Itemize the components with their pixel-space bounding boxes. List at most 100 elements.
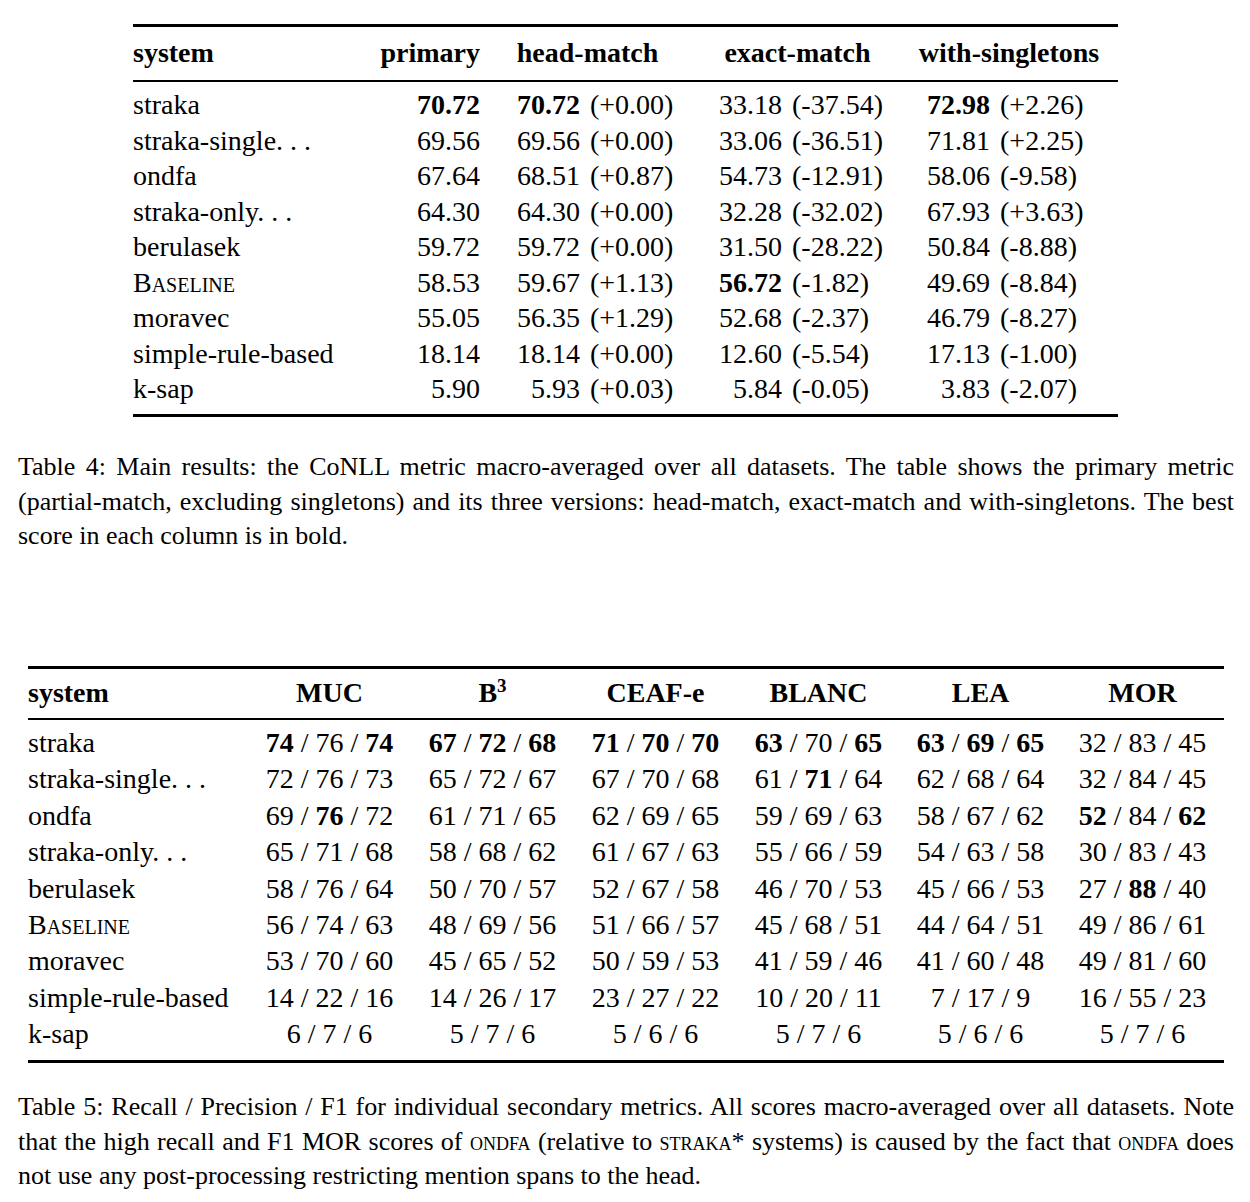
- header-row: system MUC B3 CEAF-e BLANC LEA MOR: [28, 668, 1224, 720]
- f1-value: 62: [528, 836, 556, 867]
- smallcaps-text: ondfa: [1118, 1127, 1179, 1156]
- slash-separator: /: [670, 763, 692, 794]
- slash-separator: /: [507, 763, 529, 794]
- recall-precision-f1-cell: 41 / 59 / 46: [737, 943, 900, 979]
- slash-separator: /: [945, 982, 967, 1013]
- primary-score: 64.30: [373, 194, 480, 230]
- recall-value: 71: [592, 727, 620, 758]
- recall-precision-f1-cell: 49 / 86 / 61: [1061, 907, 1224, 943]
- f1-value: 22: [691, 982, 719, 1013]
- precision-value: 69: [967, 727, 995, 758]
- header-row: system primary head-match exact-match wi…: [133, 26, 1118, 82]
- system-label: straka-only. . .: [28, 834, 248, 870]
- slash-separator: /: [337, 1018, 359, 1049]
- slash-separator: /: [620, 800, 642, 831]
- metric-score: 69.56: [480, 123, 580, 159]
- metric-score: 12.60: [695, 336, 782, 372]
- f1-value: 45: [1178, 727, 1206, 758]
- f1-value: 63: [365, 909, 393, 940]
- slash-separator: /: [1157, 982, 1179, 1013]
- slash-separator: /: [783, 945, 805, 976]
- recall-precision-f1-cell: 44 / 64 / 51: [900, 907, 1061, 943]
- recall-precision-f1-cell: 5 / 6 / 6: [900, 1016, 1061, 1061]
- col-header-system: system: [28, 668, 248, 720]
- precision-value: 66: [642, 909, 670, 940]
- table5-body: straka74 / 76 / 7467 / 72 / 6871 / 70 / …: [28, 719, 1224, 1061]
- system-label: straka: [133, 81, 373, 123]
- recall-precision-f1-cell: 5 / 7 / 6: [737, 1016, 900, 1061]
- metric-score: 33.06: [695, 123, 782, 159]
- table-row: straka-only. . .64.3064.30(+0.00)32.28(-…: [133, 194, 1118, 230]
- recall-value: 27: [1079, 873, 1107, 904]
- primary-score: 67.64: [373, 158, 480, 194]
- precision-value: 66: [805, 836, 833, 867]
- f1-value: 46: [854, 945, 882, 976]
- slash-separator: /: [995, 873, 1017, 904]
- f1-value: 23: [1178, 982, 1206, 1013]
- metric-score: 67.93: [900, 194, 990, 230]
- recall-value: 56: [266, 909, 294, 940]
- system-label: ondfa: [133, 158, 373, 194]
- recall-value: 69: [266, 800, 294, 831]
- precision-value: 76: [316, 873, 344, 904]
- table4-caption: Table 4: Main results: the CoNLL metric …: [18, 450, 1234, 554]
- precision-value: 17: [967, 982, 995, 1013]
- precision-value: 68: [805, 909, 833, 940]
- table-row: simple-rule-based14 / 22 / 1614 / 26 / 1…: [28, 980, 1224, 1016]
- precision-value: 76: [316, 800, 344, 831]
- recall-value: 53: [266, 945, 294, 976]
- precision-value: 6: [649, 1018, 663, 1049]
- slash-separator: /: [1107, 727, 1129, 758]
- recall-precision-f1-cell: 61 / 71 / 65: [411, 798, 574, 834]
- caption-text: (relative to: [531, 1127, 660, 1156]
- recall-value: 59: [755, 800, 783, 831]
- slash-separator: /: [670, 727, 692, 758]
- recall-value: 74: [266, 727, 294, 758]
- b-cubed-base: B: [478, 677, 497, 708]
- precision-value: 70: [805, 727, 833, 758]
- recall-value: 6: [287, 1018, 301, 1049]
- system-label: moravec: [133, 300, 373, 336]
- precision-value: 55: [1129, 982, 1157, 1013]
- metric-delta: (-9.58): [990, 158, 1118, 194]
- recall-precision-f1-cell: 14 / 26 / 17: [411, 980, 574, 1016]
- metric-score: 59.67: [480, 265, 580, 301]
- slash-separator: /: [783, 982, 805, 1013]
- slash-separator: /: [620, 836, 642, 867]
- slash-separator: /: [833, 763, 855, 794]
- slash-separator: /: [995, 727, 1017, 758]
- precision-value: 76: [316, 763, 344, 794]
- slash-separator: /: [995, 909, 1017, 940]
- table5-caption: Table 5: Recall / Precision / F1 for ind…: [18, 1090, 1234, 1194]
- metric-delta: (+0.00): [580, 194, 695, 230]
- recall-value: 5: [613, 1018, 627, 1049]
- recall-precision-f1-cell: 14 / 22 / 16: [248, 980, 411, 1016]
- recall-precision-f1-cell: 50 / 59 / 53: [574, 943, 737, 979]
- system-label: straka: [28, 719, 248, 761]
- f1-value: 58: [691, 873, 719, 904]
- f1-value: 62: [1178, 800, 1206, 831]
- recall-precision-f1-cell: 5 / 6 / 6: [574, 1016, 737, 1061]
- f1-value: 65: [1016, 727, 1044, 758]
- metric-score: 52.68: [695, 300, 782, 336]
- precision-value: 59: [642, 945, 670, 976]
- recall-value: 44: [917, 909, 945, 940]
- slash-separator: /: [620, 982, 642, 1013]
- precision-value: 69: [805, 800, 833, 831]
- metric-score: 5.84: [695, 371, 782, 415]
- precision-value: 59: [805, 945, 833, 976]
- slash-separator: /: [783, 727, 805, 758]
- f1-value: 6: [521, 1018, 535, 1049]
- slash-separator: /: [670, 945, 692, 976]
- metric-score: 32.28: [695, 194, 782, 230]
- precision-value: 84: [1129, 800, 1157, 831]
- metric-delta: (-8.84): [990, 265, 1118, 301]
- recall-value: 51: [592, 909, 620, 940]
- recall-value: 45: [755, 909, 783, 940]
- recall-precision-f1-cell: 56 / 74 / 63: [248, 907, 411, 943]
- slash-separator: /: [833, 982, 855, 1013]
- f1-value: 9: [1016, 982, 1030, 1013]
- precision-value: 70: [642, 763, 670, 794]
- table-row: moravec53 / 70 / 6045 / 65 / 5250 / 59 /…: [28, 943, 1224, 979]
- primary-score: 5.90: [373, 371, 480, 415]
